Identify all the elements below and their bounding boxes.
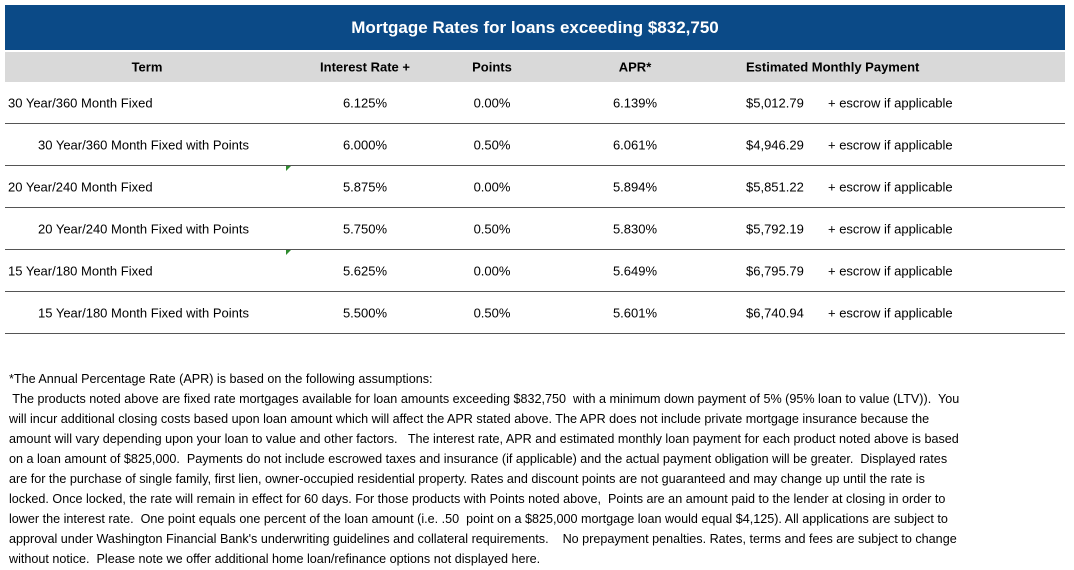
escrow-note: + escrow if applicable [828, 95, 953, 110]
points-cell: 0.50% [473, 137, 511, 152]
payment-cell: $5,012.79 [746, 95, 804, 110]
escrow-note: + escrow if applicable [828, 221, 953, 236]
footnote-line: without notice. Please note we offer add… [9, 552, 541, 566]
payment-cell: $4,946.29 [746, 137, 804, 152]
payment-cell: $6,740.94 [746, 305, 804, 320]
apr-cell: 5.894% [612, 179, 658, 194]
payment-cell: $5,792.19 [746, 221, 804, 236]
header-term: Term [131, 59, 163, 75]
apr-footnote: *The Annual Percentage Rate (APR) is bas… [9, 369, 959, 569]
rate-cell: 5.625% [342, 263, 388, 278]
points-cell: 0.50% [473, 221, 511, 236]
footnote-line: are for the purchase of single family, f… [9, 472, 925, 486]
table-row: 20 Year/240 Month Fixed with Points 5.75… [5, 208, 1065, 250]
apr-cell: 5.601% [612, 305, 658, 320]
footnote-line: on a loan amount of $825,000. Payments d… [9, 452, 948, 466]
apr-cell: 5.649% [612, 263, 658, 278]
table-title: Mortgage Rates for loans exceeding $832,… [5, 5, 1065, 50]
header-rate: Interest Rate + [320, 59, 410, 75]
footnote-line: will incur additional closing costs base… [9, 412, 930, 426]
footnote-line: lower the interest rate. One point equal… [9, 512, 948, 526]
escrow-note: + escrow if applicable [828, 305, 953, 320]
footnote-line: The products noted above are fixed rate … [9, 392, 960, 406]
table-header: Term Interest Rate + Points APR* Estimat… [5, 52, 1065, 82]
rate-cell: 5.750% [342, 221, 388, 236]
footnote-line: amount will vary depending upon your loa… [9, 432, 959, 446]
rate-cell: 6.125% [342, 95, 388, 110]
comment-indicator-icon [286, 166, 291, 171]
payment-cell: $6,795.79 [746, 263, 804, 278]
rate-cell: 5.875% [342, 179, 388, 194]
term-cell: 15 Year/180 Month Fixed with Points [38, 305, 250, 320]
term-cell: 20 Year/240 Month Fixed [8, 179, 153, 194]
footnote-line: approval under Washington Financial Bank… [9, 532, 957, 546]
header-payment: Estimated Monthly Payment [746, 59, 920, 75]
points-cell: 0.50% [473, 305, 511, 320]
footnote-line: *The Annual Percentage Rate (APR) is bas… [9, 372, 433, 386]
term-cell: 20 Year/240 Month Fixed with Points [38, 221, 250, 236]
points-cell: 0.00% [473, 95, 511, 110]
apr-cell: 6.061% [612, 137, 658, 152]
table-row: 20 Year/240 Month Fixed 5.875% 0.00% 5.8… [5, 166, 1065, 208]
rate-cell: 5.500% [342, 305, 388, 320]
escrow-note: + escrow if applicable [828, 179, 953, 194]
term-cell: 15 Year/180 Month Fixed [8, 263, 153, 278]
points-cell: 0.00% [473, 179, 511, 194]
header-points: Points [472, 59, 512, 75]
term-cell: 30 Year/360 Month Fixed [8, 95, 153, 110]
term-cell: 30 Year/360 Month Fixed with Points [38, 137, 250, 152]
table-row: 30 Year/360 Month Fixed with Points 6.00… [5, 124, 1065, 166]
table-row: 15 Year/180 Month Fixed 5.625% 0.00% 5.6… [5, 250, 1065, 292]
header-apr: APR* [618, 59, 652, 75]
apr-cell: 6.139% [612, 95, 658, 110]
table-row: 15 Year/180 Month Fixed with Points 5.50… [5, 292, 1065, 334]
apr-cell: 5.830% [612, 221, 658, 236]
payment-cell: $5,851.22 [746, 179, 804, 194]
escrow-note: + escrow if applicable [828, 263, 953, 278]
table-row: 30 Year/360 Month Fixed 6.125% 0.00% 6.1… [5, 82, 1065, 124]
comment-indicator-icon [286, 250, 291, 255]
escrow-note: + escrow if applicable [828, 137, 953, 152]
rate-cell: 6.000% [342, 137, 388, 152]
footnote-line: locked. Once locked, the rate will remai… [9, 492, 946, 506]
points-cell: 0.00% [473, 263, 511, 278]
